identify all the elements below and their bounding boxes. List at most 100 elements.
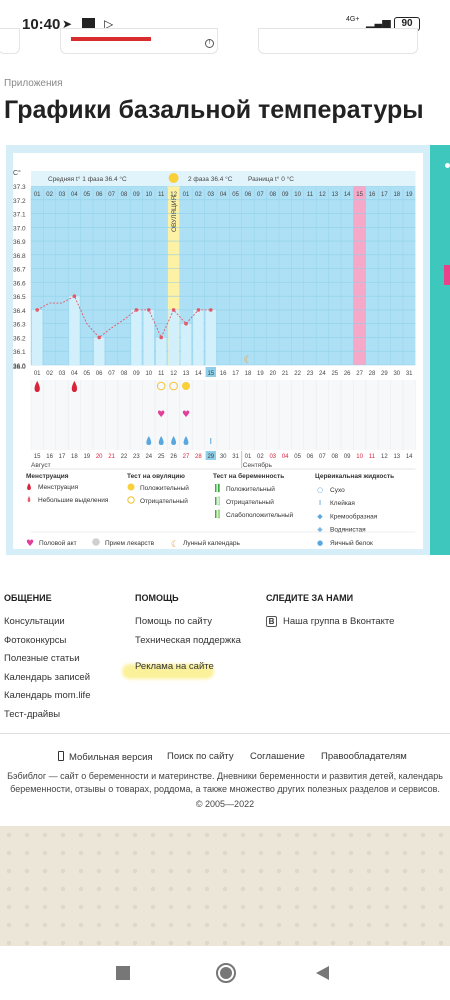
- phase1-label: Средняя t° 1 фаза 36.4 °C: [48, 175, 127, 183]
- dot-icon: [445, 163, 450, 168]
- vk-link-label: Наша группа в Вконтакте: [283, 616, 395, 627]
- cycle-day-label: 05: [232, 192, 239, 198]
- date-label: 27: [183, 454, 190, 460]
- browser-tab-strip[interactable]: !: [60, 28, 218, 54]
- legend-item: Яичный белок: [330, 539, 373, 547]
- footer-heading: ОБЩЕНИЕ: [4, 593, 52, 603]
- footer-link[interactable]: Тест-драйвы: [4, 708, 61, 720]
- site-search-link[interactable]: Поиск по сайту: [167, 751, 234, 762]
- heart-icon: ♥: [182, 410, 190, 420]
- day-label: 01: [34, 371, 41, 377]
- date-label: 13: [393, 454, 400, 460]
- cycle-day-label: 07: [257, 192, 264, 198]
- markers-area: [31, 380, 416, 450]
- temperature-bar: [32, 309, 43, 365]
- vk-icon: В: [266, 616, 277, 627]
- legend-heading: Тест на овуляцию: [127, 473, 185, 480]
- cervical-fluid-icon: I: [319, 499, 321, 507]
- date-label: 29: [207, 454, 214, 460]
- cycle-day-label: 17: [381, 192, 388, 198]
- back-button[interactable]: [316, 966, 329, 980]
- cervical-fluid-icon: ●: [317, 539, 323, 547]
- date-label: 30: [220, 454, 227, 460]
- temperature-bar: [69, 296, 80, 365]
- temperature-bar: [143, 309, 154, 365]
- y-tick-label: 36.3: [13, 322, 26, 329]
- pregnancy-test-strip-icon: [217, 496, 220, 506]
- footer-link[interactable]: Техническая поддержка: [135, 634, 241, 646]
- cycle-day-label: 01: [183, 192, 190, 198]
- footer-link-ads[interactable]: Реклама на сайте: [135, 660, 214, 672]
- egg-white-drop-icon: [171, 436, 177, 445]
- about-text: Бэбиблог — сайт о беременности и материн…: [0, 770, 450, 811]
- day-label: 20: [269, 371, 276, 377]
- temperature-point: [184, 321, 188, 326]
- vk-group-link[interactable]: В Наша группа в Вконтакте: [266, 616, 446, 627]
- ovulation-negative-icon: [127, 496, 135, 504]
- day-label: 21: [282, 371, 289, 377]
- footer-heading: ПОМОЩЬ: [135, 593, 179, 603]
- footer-link[interactable]: Полезные статьи: [4, 653, 80, 665]
- bbt-chart[interactable]: 37.3 37.2 37.1 37.0 36.9 36.8 36.7 36.6 36.5 36.4…: [0, 0, 450, 560]
- mobile-version-link[interactable]: Мобильная версия: [58, 751, 153, 763]
- info-icon[interactable]: !: [205, 39, 214, 48]
- mobile-version-label: Мобильная версия: [69, 752, 153, 763]
- legend-item: Положительный: [226, 485, 275, 493]
- date-label: 31: [232, 454, 239, 460]
- ovulation-positive-icon: [127, 483, 135, 491]
- cycle-day-label: 06: [96, 192, 103, 198]
- legend-item: Небольшие выделения: [38, 496, 109, 504]
- recents-button[interactable]: [116, 966, 130, 980]
- date-label: 26: [170, 454, 177, 460]
- temperature-bar: [168, 309, 179, 365]
- cycle-day-label: 14: [344, 192, 351, 198]
- date-label: 23: [133, 454, 140, 460]
- home-button-dot: [220, 967, 232, 979]
- tab-progress-bar: [71, 37, 151, 41]
- pregnancy-test-strip-icon: [215, 510, 217, 518]
- date-label: 24: [145, 454, 152, 460]
- chart-header: [31, 171, 416, 185]
- y-tick-label: 36.4: [13, 308, 26, 315]
- agreement-link[interactable]: Соглашение: [250, 751, 305, 762]
- copyright-holders-link[interactable]: Правообладателям: [321, 751, 407, 762]
- cycle-day-label: 10: [294, 192, 301, 198]
- home-button[interactable]: [216, 963, 236, 983]
- temperature-bar: [180, 323, 192, 365]
- cycle-day-label: 04: [220, 192, 227, 198]
- footer-link[interactable]: Помощь по сайту: [135, 616, 212, 627]
- date-label: 20: [96, 454, 103, 460]
- temperature-point: [97, 335, 101, 340]
- legend-item: Положительный: [140, 484, 189, 492]
- diff-label: Разница t° 0 °C: [248, 175, 294, 183]
- temperature-point: [209, 308, 213, 312]
- day-label: 07: [108, 371, 115, 377]
- y-tick-label: 37.1: [13, 212, 26, 219]
- heart-icon: ♥: [26, 539, 34, 549]
- browser-tab-strip[interactable]: [258, 28, 418, 54]
- footer-col-social: СЛЕДИТЕ ЗА НАМИ В Наша группа в Вконтакте: [266, 593, 446, 635]
- browser-tab-strip: [0, 28, 20, 54]
- temperature-point: [171, 308, 176, 312]
- legend-heading: Менструация: [26, 473, 69, 480]
- footer-link[interactable]: Календарь записей: [4, 671, 91, 683]
- y-tick-label: 36.1: [13, 349, 26, 356]
- footer-link[interactable]: Консультации: [4, 616, 65, 627]
- day-label: 17: [232, 371, 239, 377]
- day-label: 11: [158, 371, 165, 377]
- date-label: 17: [59, 454, 66, 460]
- footer-link[interactable]: Фотоконкурсы: [4, 634, 67, 646]
- menstruation-drop-icon: [71, 381, 78, 392]
- date-label: 21: [108, 454, 115, 460]
- date-label: 01: [245, 454, 252, 460]
- date-label: 16: [46, 454, 53, 460]
- egg-white-drop-icon: [146, 436, 152, 445]
- temperature-point: [159, 335, 163, 340]
- menstruation-drop-icon: [27, 483, 31, 490]
- breadcrumb[interactable]: Приложения: [4, 78, 63, 89]
- highlight-day: [205, 367, 216, 377]
- network-label: 4G+: [346, 16, 360, 23]
- temperature-point: [72, 294, 77, 298]
- cervical-fluid-icon: ◆: [317, 512, 323, 520]
- footer-link[interactable]: Календарь mom.life: [4, 690, 91, 702]
